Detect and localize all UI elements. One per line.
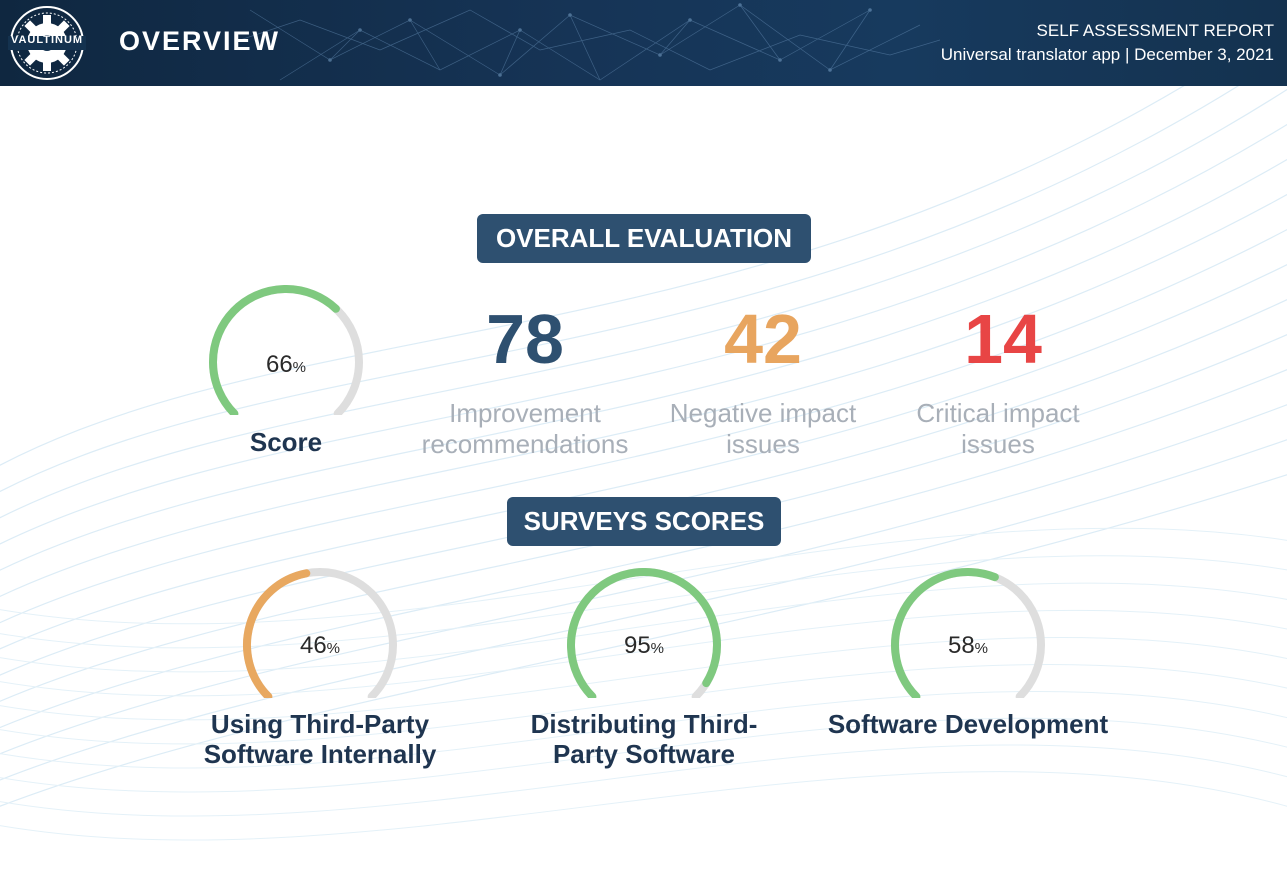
background-wave-line (0, 555, 1287, 649)
background-wave-line (0, 664, 1287, 745)
survey-gauge-third-party-internal: 46% (239, 568, 401, 698)
survey-gauge-software-development: 58% (887, 568, 1049, 698)
caption-line: issues (726, 429, 800, 459)
negative-impact-caption: Negative impact issues (643, 398, 883, 460)
score-gauge-arc (209, 285, 363, 415)
label-line: Distributing Third- (530, 709, 758, 739)
gauge-fill (891, 568, 999, 698)
improvement-count: 78 (486, 300, 564, 378)
background-wave-line (0, 609, 1287, 697)
background-wave-line (0, 369, 1287, 729)
background-wave-line (0, 158, 1287, 571)
negative-impact-count: 42 (724, 300, 802, 378)
overall-evaluation-heading: OVERALL EVALUATION (477, 214, 811, 263)
background-wave-line (0, 637, 1287, 721)
logo-wordmark: VAULTINUM (10, 34, 84, 46)
critical-impact-count: 14 (964, 300, 1042, 378)
label-line: Party Software (552, 739, 736, 769)
survey-gauge-arc (243, 568, 397, 698)
background-wave-line (0, 690, 1287, 769)
background-wave-line (0, 744, 1287, 817)
background-wave-line (0, 86, 1185, 466)
background-wave-line (0, 717, 1287, 793)
label-line: Using Third-Party (210, 709, 430, 739)
vaultinum-logo (8, 6, 86, 80)
background-wave-line (0, 123, 1287, 545)
survey-label-third-party-internal: Using Third-Party Software Internally (180, 709, 460, 769)
survey-value: 95% (623, 632, 665, 659)
background-wave-line (0, 88, 1287, 519)
background-wave-line (0, 333, 1287, 702)
caption-line: Negative impact (669, 398, 857, 428)
improvement-caption: Improvement recommendations (405, 398, 645, 460)
survey-gauge-arc (567, 568, 721, 698)
page-title: OVERVIEW (119, 26, 281, 56)
survey-gauge-distributing: 95% (563, 568, 725, 698)
caption-line: Critical impact (916, 398, 1080, 428)
caption-line: issues (961, 429, 1035, 459)
score-value: 66% (265, 351, 307, 378)
header-bar: VAULTINUM OVERVIEW SELF ASSESSMENT REPOR… (0, 0, 1287, 86)
caption-line: Improvement (449, 398, 601, 428)
surveys-scores-heading: SURVEYS SCORES (507, 497, 781, 546)
score-label: Score (249, 427, 323, 457)
network-pattern (240, 3, 940, 81)
gauge-fill (243, 569, 311, 698)
background-wave-line (0, 228, 1287, 624)
background-wave-line (0, 86, 1240, 493)
report-title: SELF ASSESSMENT REPORT (1036, 21, 1274, 40)
report-subtitle: Universal translator app | December 3, 2… (940, 45, 1274, 64)
background-wave-line (0, 404, 1287, 755)
critical-impact-caption: Critical impact issues (878, 398, 1118, 460)
survey-value: 58% (947, 632, 989, 659)
score-gauge: 66% (205, 285, 367, 415)
caption-line: recommendations (421, 429, 629, 459)
background-wave-line (0, 582, 1287, 673)
survey-label-software-development: Software Development (808, 709, 1128, 739)
survey-value: 46% (299, 632, 341, 659)
label-line: Software Internally (203, 739, 437, 769)
gauge-fill (209, 285, 340, 415)
survey-label-distributing: Distributing Third- Party Software (504, 709, 784, 769)
survey-gauge-arc (891, 568, 1045, 698)
background-wave-line (0, 771, 1287, 841)
background-wave-line (0, 193, 1287, 598)
gauge-fill (567, 568, 721, 698)
label-line: Software Development (827, 709, 1109, 739)
background-wave-line (0, 263, 1287, 650)
